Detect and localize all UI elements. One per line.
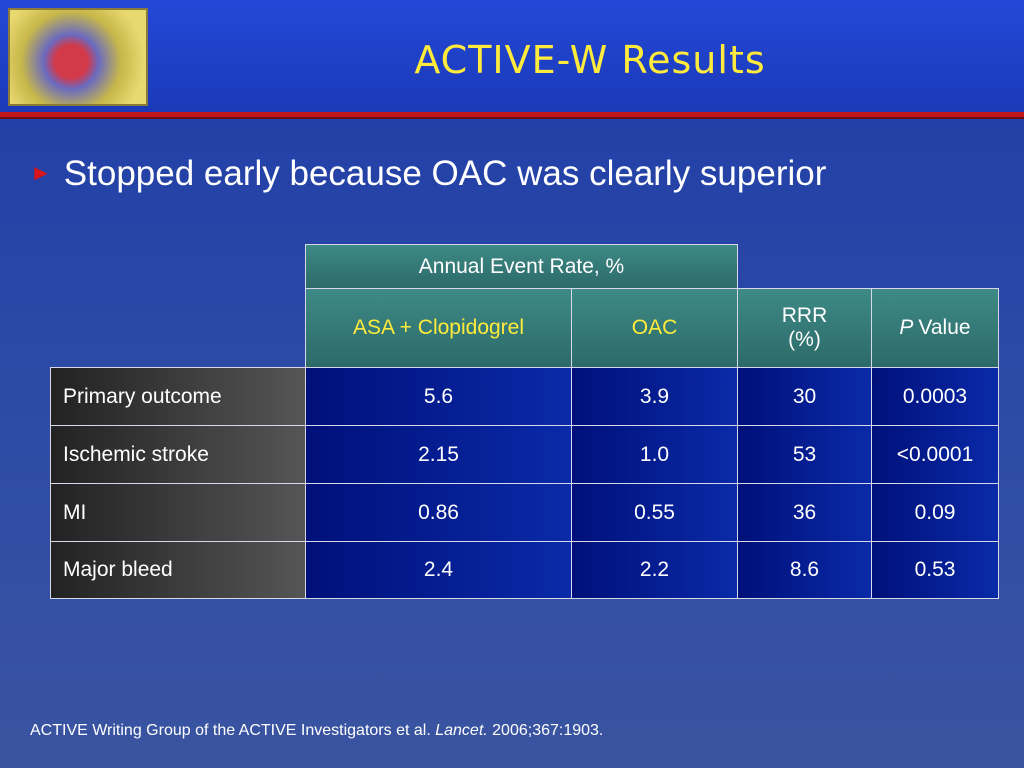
bullet: ► Stopped early because OAC was clearly s… (30, 154, 826, 194)
citation: ACTIVE Writing Group of the ACTIVE Inves… (30, 722, 603, 740)
bullet-text: Stopped early because OAC was clearly su… (63, 154, 827, 193)
row-label: Major bleed (50, 541, 306, 599)
logo-image (8, 8, 148, 106)
row-label: Primary outcome (50, 367, 306, 426)
data-cell: 0.0003 (871, 367, 999, 426)
data-cell: 2.4 (305, 541, 572, 599)
data-cell: 0.55 (571, 483, 738, 542)
citation-journal: Lancet. (435, 722, 488, 739)
data-cell: 2.15 (305, 425, 572, 484)
data-cell: <0.0001 (871, 425, 999, 484)
column-header: OAC (571, 288, 738, 368)
data-cell: 30 (737, 367, 872, 426)
data-cell: 3.9 (571, 367, 738, 426)
data-cell: 36 (737, 483, 872, 542)
p-rest: Value (918, 316, 971, 339)
column-header: P Value (871, 288, 999, 368)
data-cell: 0.09 (871, 483, 999, 542)
data-cell: 5.6 (305, 367, 572, 426)
citation-authors: ACTIVE Writing Group of the ACTIVE Inves… (30, 722, 431, 739)
p-italic: P (899, 316, 914, 339)
citation-ref: 2006;367:1903. (492, 722, 604, 739)
column-header-text: RRR (%) (781, 304, 828, 351)
group-header: Annual Event Rate, % (305, 244, 738, 289)
data-cell: 8.6 (737, 541, 872, 599)
data-cell: 0.86 (305, 483, 572, 542)
column-header-text: ASA + Clopidogrel (352, 316, 525, 339)
data-cell: 2.2 (571, 541, 738, 599)
row-label: Ischemic stroke (50, 425, 306, 484)
column-header: RRR (%) (737, 288, 872, 368)
data-cell: 0.53 (871, 541, 999, 599)
header-bar (0, 0, 1024, 112)
column-header: ASA + Clopidogrel (305, 288, 572, 368)
column-header-text: OAC (631, 316, 678, 339)
divider (0, 112, 1024, 119)
row-label: MI (50, 483, 306, 542)
bullet-arrow: ► (30, 160, 52, 185)
slide-title: ACTIVE-W Results (414, 38, 766, 82)
data-cell: 53 (737, 425, 872, 484)
data-cell: 1.0 (571, 425, 738, 484)
